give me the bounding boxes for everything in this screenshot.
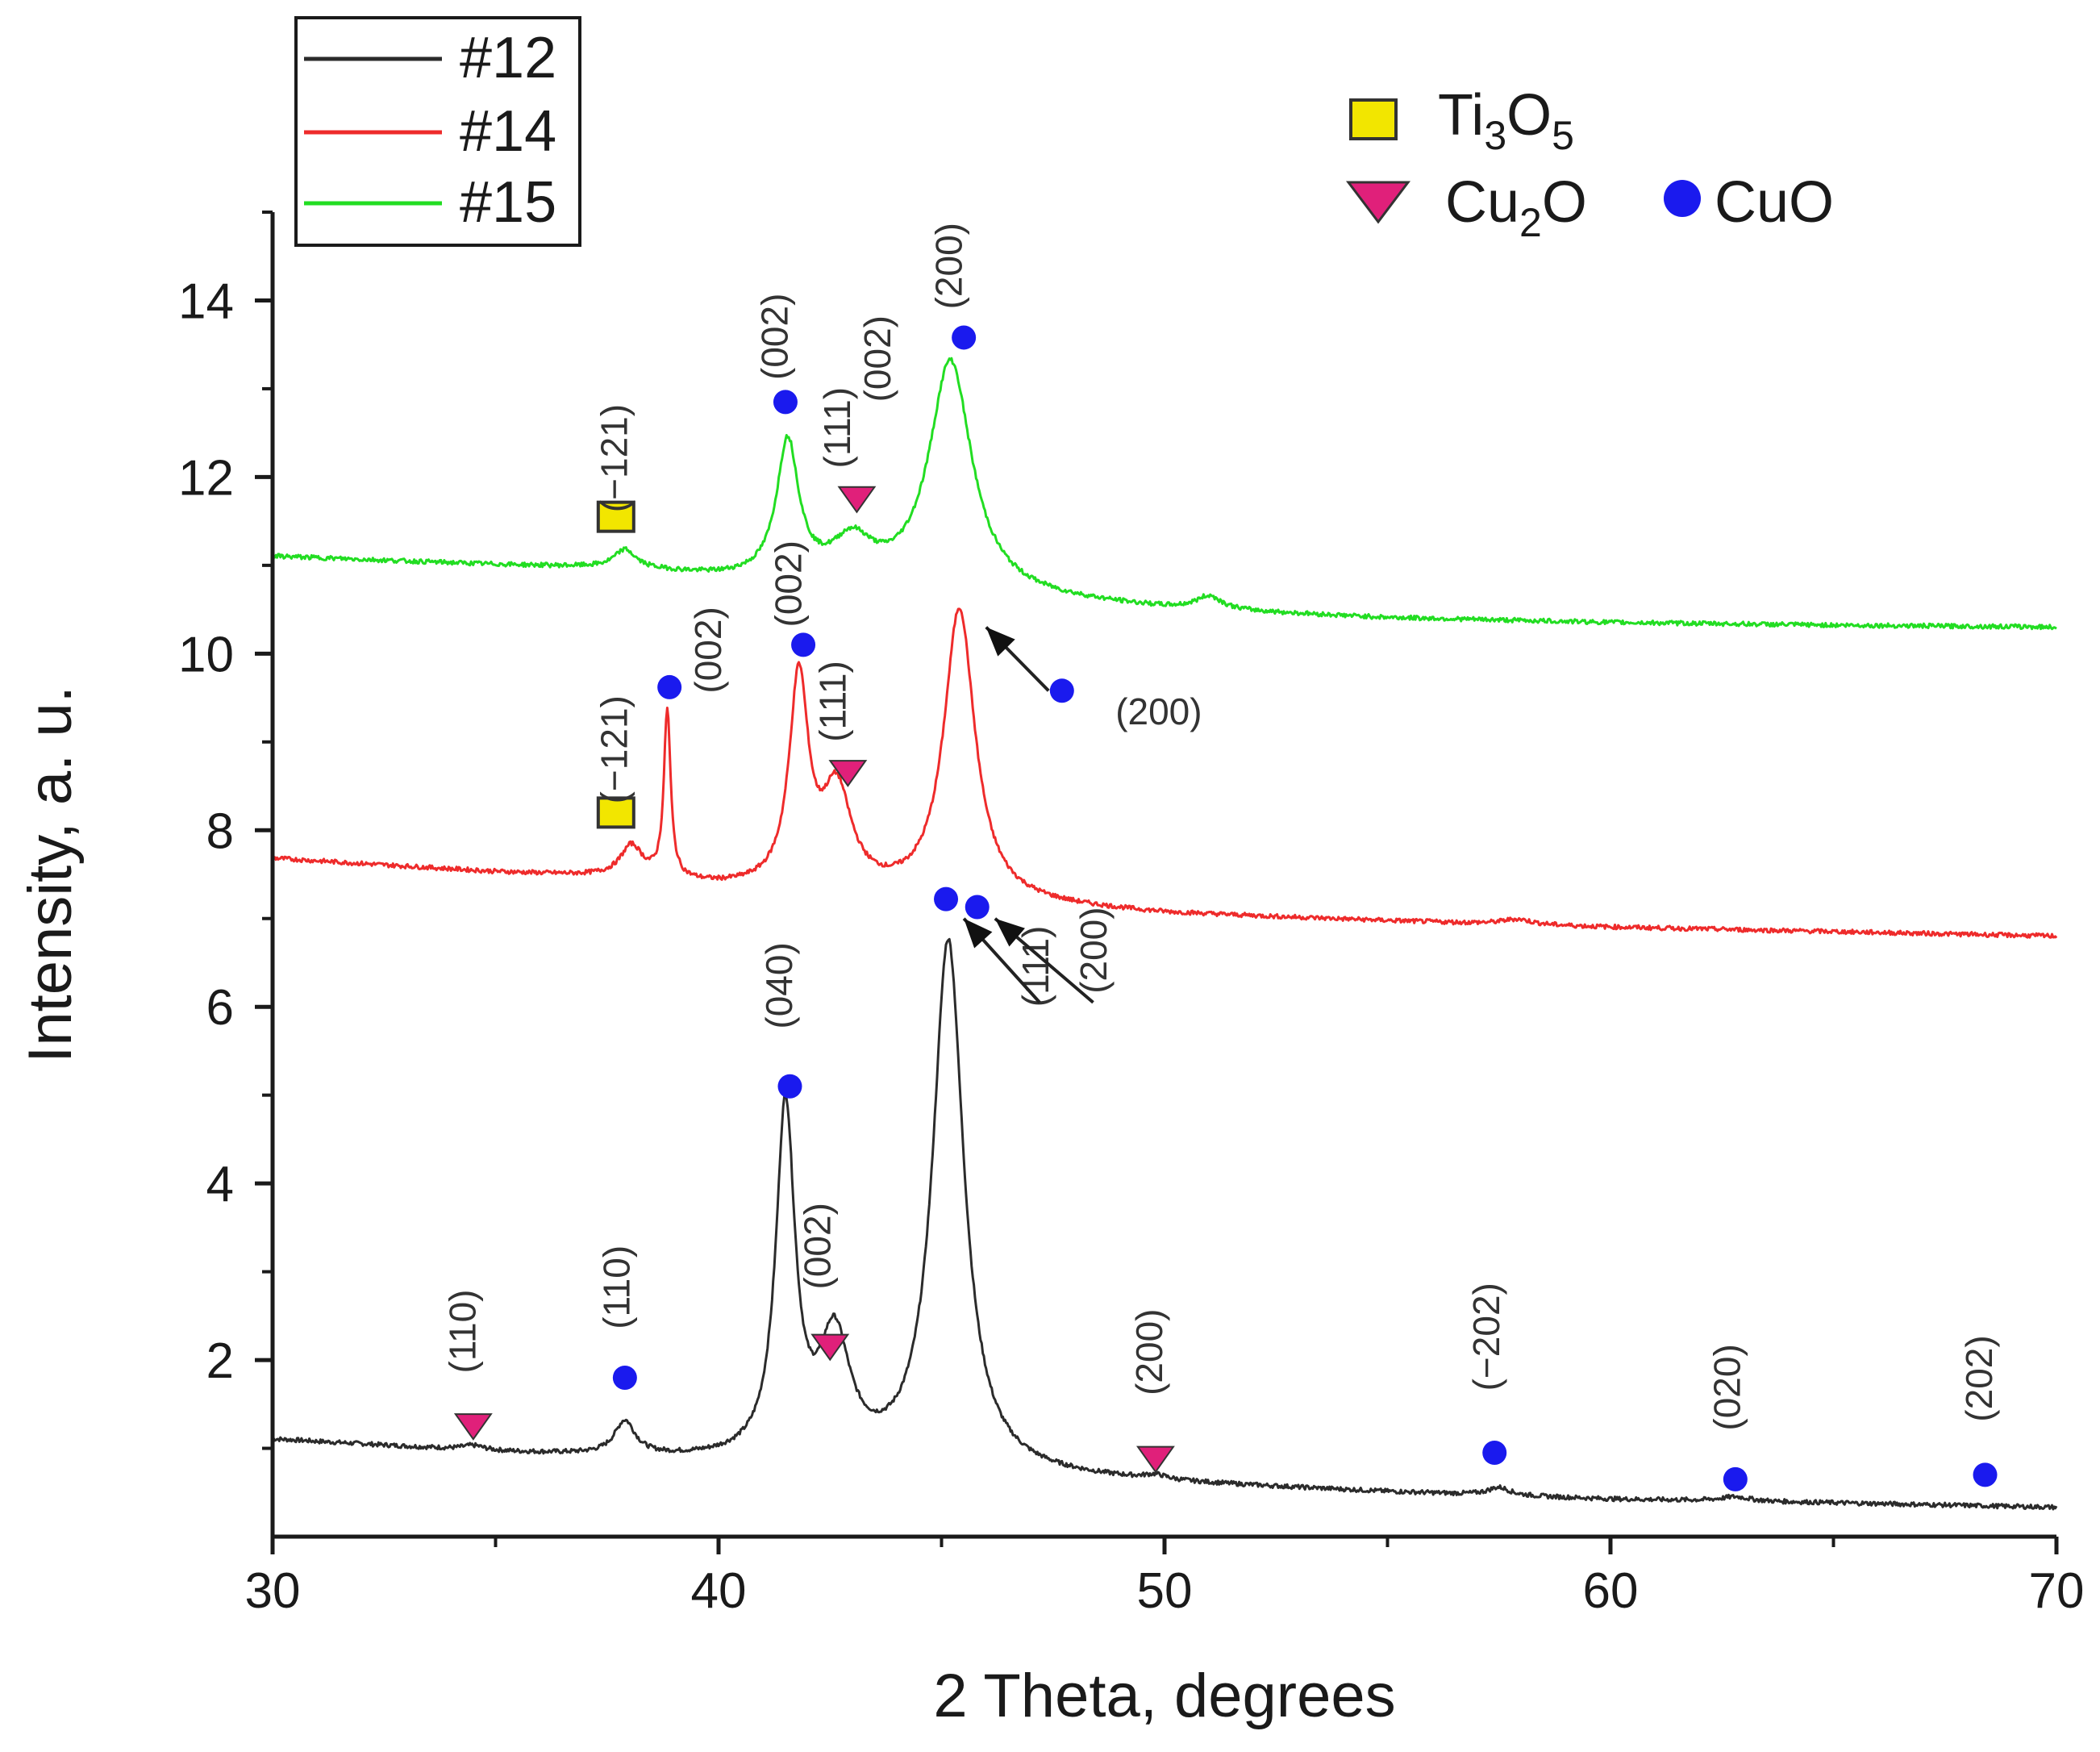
cuo-marker: [777, 1074, 802, 1099]
series-line-14: [271, 607, 2058, 939]
cu2o-legend-marker: [1345, 181, 1411, 224]
ti3o5-legend-marker: [1349, 98, 1398, 140]
cu2o-legend-label: Cu2O: [1445, 170, 1587, 245]
series-line-12: [272, 937, 2058, 1511]
y-tick-label-10: 10: [178, 627, 234, 682]
cu2o-marker: [453, 1413, 493, 1441]
miller-index-label: (002): [687, 607, 729, 693]
axes: 30 40 50 60 70 2 4 6 8 10 12 14: [178, 211, 2085, 1619]
cuo-marker: [1049, 678, 1074, 703]
miller-index-label: (002): [754, 294, 796, 380]
cuo-marker: [952, 325, 977, 350]
miller-index-label: (−121): [594, 695, 635, 803]
x-tick-label-70: 70: [2029, 1563, 2085, 1619]
cuo-marker: [1973, 1462, 1998, 1487]
miller-index-label: (110): [595, 1245, 637, 1329]
series-layer: [271, 357, 2058, 1511]
miller-index-label: (−202): [1465, 1283, 1507, 1391]
miller-index-label: (202): [1958, 1335, 2000, 1421]
miller-index-label: (002): [856, 315, 898, 402]
y-tick-label-12: 12: [178, 450, 234, 506]
cu2o-marker: [828, 760, 868, 787]
ti3o5-marker: [596, 796, 635, 829]
ti3o5-marker: [596, 500, 635, 533]
annotation-layer: (−121)(002)(111)(002)(200)(−121)(002)(00…: [442, 223, 2000, 1431]
miller-index-label: (110): [442, 1290, 484, 1374]
y-tick-label-8: 8: [206, 803, 234, 859]
y-tick-label-6: 6: [206, 980, 234, 1036]
cuo-marker: [1482, 1441, 1507, 1466]
miller-index-label: (200): [1073, 907, 1115, 993]
miller-index-label: (020): [1706, 1344, 1748, 1430]
ti3o5-legend-label: Ti3O5: [1438, 83, 1574, 158]
cuo-marker: [773, 390, 798, 415]
cuo-legend-label: CuO: [1715, 170, 1834, 235]
miller-index-label: (200): [1128, 1309, 1170, 1395]
y-axis-title: Intensity, a. u.: [16, 686, 85, 1063]
cuo-marker: [1723, 1466, 1748, 1491]
cu2o-marker: [810, 1333, 850, 1362]
cuo-marker: [657, 674, 682, 699]
annotation-arrowhead: [985, 627, 1015, 657]
x-tick-label-50: 50: [1137, 1563, 1193, 1619]
miller-index-label: (200): [927, 223, 969, 309]
x-axis-title: 2 Theta, degrees: [933, 1662, 1395, 1730]
miller-index-label: (200): [1115, 690, 1202, 732]
miller-index-label: (002): [767, 540, 809, 627]
cu2o-marker: [1136, 1445, 1175, 1474]
miller-index-label: (002): [796, 1203, 838, 1289]
marker-layer: [453, 325, 1998, 1491]
x-tick-label-60: 60: [1583, 1563, 1639, 1619]
y-tick-label-14: 14: [178, 273, 234, 329]
y-tick-label-2: 2: [206, 1333, 234, 1389]
series-line-15: [271, 357, 2057, 631]
cuo-legend-marker: [1664, 180, 1701, 217]
cuo-marker: [791, 632, 816, 657]
miller-index-label: (−121): [594, 404, 635, 512]
x-tick-label-40: 40: [691, 1563, 747, 1619]
x-tick-label-30: 30: [245, 1563, 301, 1619]
series-legend: #12 #14 #15: [294, 16, 581, 247]
legend-label-12: #12: [460, 26, 556, 90]
cuo-marker: [612, 1365, 637, 1390]
y-tick-label-4: 4: [206, 1157, 234, 1212]
cuo-marker: [965, 895, 990, 920]
cu2o-marker: [837, 486, 877, 514]
miller-index-label: (040): [758, 942, 800, 1028]
phase-legend: Ti3O5 Cu2O CuO: [1345, 83, 1834, 245]
cuo-marker: [934, 886, 959, 911]
annotation-arrowhead: [964, 918, 993, 949]
miller-index-label: (111): [816, 387, 858, 469]
annotation-arrowhead: [994, 918, 1025, 947]
miller-index-label: (111): [812, 661, 854, 742]
legend-label-14: #14: [460, 99, 556, 164]
legend-label-15: #15: [460, 170, 556, 235]
